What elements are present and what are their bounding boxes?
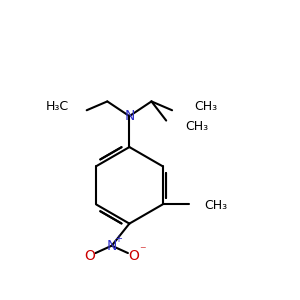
Text: CH₃: CH₃: [205, 200, 228, 212]
Text: CH₃: CH₃: [194, 100, 217, 113]
Text: CH₃: CH₃: [185, 120, 208, 133]
Text: N: N: [106, 239, 117, 253]
Text: H₃C: H₃C: [46, 100, 69, 113]
Text: O: O: [128, 249, 139, 263]
Text: +: +: [114, 234, 122, 244]
Text: O: O: [84, 249, 95, 263]
Text: N: N: [124, 109, 135, 123]
Text: ⁻: ⁻: [139, 244, 145, 257]
